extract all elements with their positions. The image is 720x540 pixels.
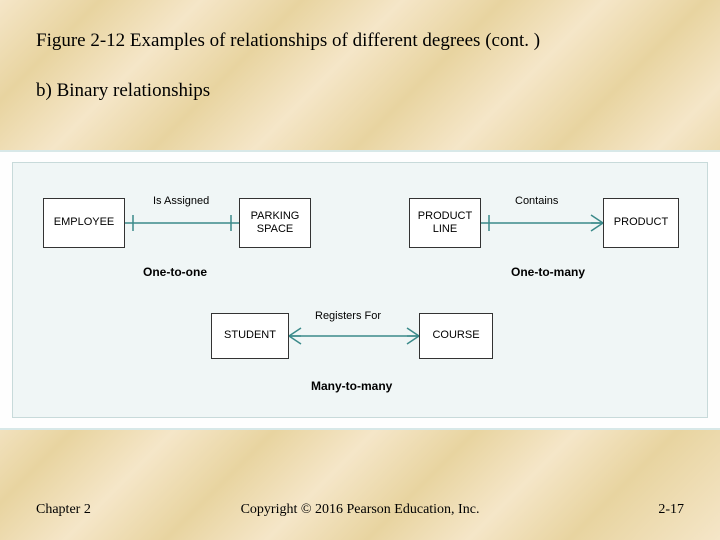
diagram-inner: EMPLOYEE PARKINGSPACE PRODUCTLINE PRODUCT ST…: [12, 162, 708, 418]
slide: Figure 2-12 Examples of relationships of…: [0, 0, 720, 540]
relationship-label: Is Assigned: [153, 195, 209, 207]
footer-copyright: Copyright © 2016 Pearson Education, Inc.: [0, 502, 720, 518]
figure-subtitle: b) Binary relationships: [36, 80, 210, 102]
entity-parking: PARKINGSPACE: [239, 198, 311, 248]
relationship-label: Contains: [515, 195, 558, 207]
entity-prodline: PRODUCTLINE: [409, 198, 481, 248]
figure-title: Figure 2-12 Examples of relationships of…: [36, 30, 540, 52]
diagram-panel: EMPLOYEE PARKINGSPACE PRODUCTLINE PRODUCT ST…: [0, 150, 720, 430]
footer-page-number: 2-17: [658, 502, 684, 518]
entity-product: PRODUCT: [603, 198, 679, 248]
entity-course: COURSE: [419, 313, 493, 359]
entity-student: STUDENT: [211, 313, 289, 359]
cardinality-label: One-to-many: [511, 265, 585, 279]
cardinality-label: One-to-one: [143, 265, 207, 279]
cardinality-label: Many-to-many: [311, 379, 392, 393]
entity-employee: EMPLOYEE: [43, 198, 125, 248]
relationship-label: Registers For: [315, 310, 381, 322]
